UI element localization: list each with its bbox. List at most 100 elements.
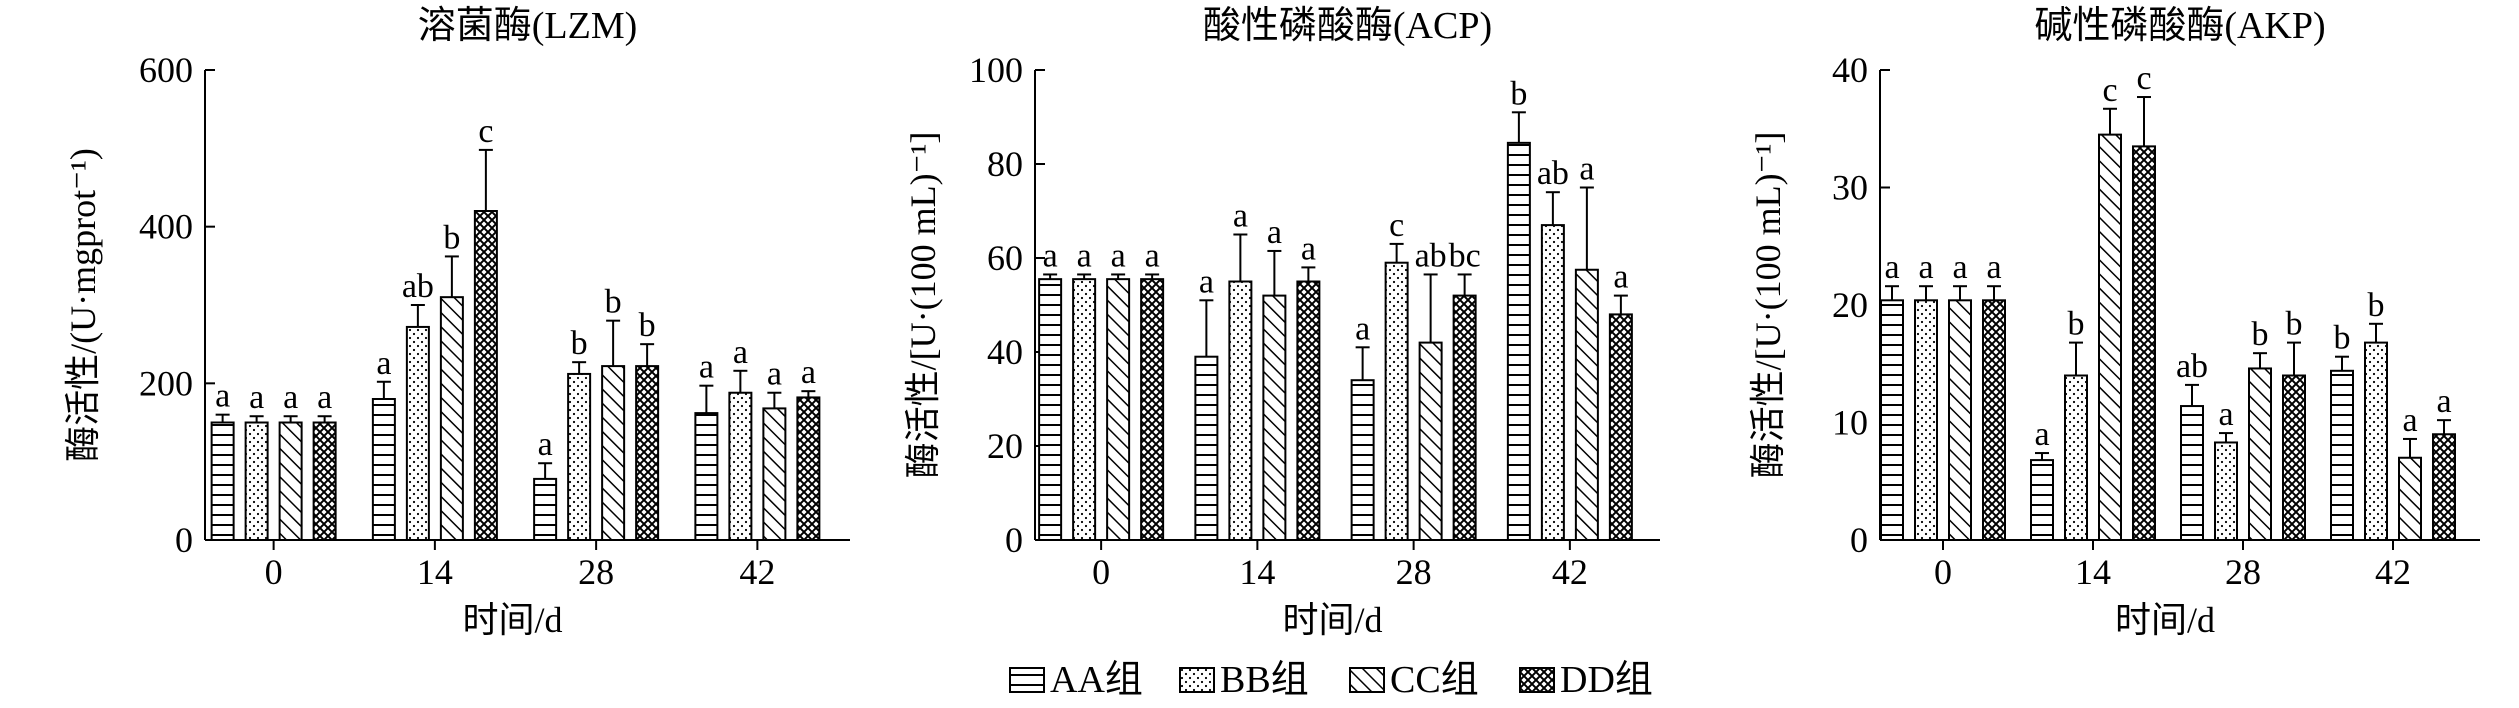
- y-tick-label: 400: [139, 207, 193, 247]
- bar: [2248, 367, 2272, 542]
- significance-label: b: [571, 325, 588, 362]
- x-tick-label: 42: [1552, 552, 1588, 592]
- y-tick-label: 0: [175, 520, 193, 560]
- significance-label: a: [2034, 416, 2049, 453]
- y-tick-label: 0: [1005, 520, 1023, 560]
- y-tick-label: 40: [1832, 50, 1868, 90]
- bar: [635, 365, 660, 541]
- legend-item: AA组: [1009, 659, 1143, 701]
- significance-label: b: [2368, 287, 2385, 324]
- legend-swatch: [1009, 667, 1045, 693]
- x-tick-label: 28: [2225, 552, 2261, 592]
- significance-label: b: [2286, 306, 2303, 343]
- bar: [567, 372, 592, 541]
- significance-label: c: [1389, 207, 1404, 244]
- significance-label: a: [1986, 249, 2001, 286]
- bar: [2398, 456, 2422, 541]
- x-tick-label: 0: [1934, 552, 1952, 592]
- bar: [439, 296, 464, 541]
- chart-title: 碱性磷酸酶(AKP): [2034, 5, 2325, 47]
- significance-label: a: [376, 345, 391, 382]
- x-tick-label: 28: [578, 552, 614, 592]
- significance-label: a: [1077, 237, 1092, 274]
- bar: [1506, 141, 1531, 541]
- significance-label: bc: [1449, 237, 1481, 274]
- bar: [1914, 299, 1938, 541]
- bar: [1072, 278, 1097, 541]
- significance-label: a: [1301, 230, 1316, 267]
- legend-swatch: [1179, 667, 1215, 693]
- bar: [473, 210, 498, 541]
- x-axis-title: 时间/d: [462, 600, 562, 640]
- bar: [1574, 268, 1599, 541]
- bar: [694, 412, 719, 542]
- y-axis-title: 酶活性/[U·(100 mL)⁻¹]: [1748, 132, 1788, 479]
- bar: [2064, 374, 2088, 541]
- bar: [405, 325, 430, 541]
- significance-label: b: [2334, 320, 2351, 357]
- significance-label: a: [1111, 237, 1126, 274]
- bar: [1948, 299, 1972, 541]
- bar: [1452, 294, 1477, 541]
- significance-label: a: [1613, 259, 1628, 296]
- bar: [1228, 280, 1253, 541]
- legend-swatch: [1349, 667, 1385, 693]
- bar: [533, 477, 558, 541]
- y-tick-label: 20: [987, 426, 1023, 466]
- legend-label: BB组: [1220, 659, 1309, 701]
- significance-label: b: [1510, 75, 1527, 112]
- bar: [1880, 299, 1904, 541]
- y-tick-label: 10: [1832, 403, 1868, 443]
- significance-label: a: [1884, 249, 1899, 286]
- y-tick-label: 80: [987, 144, 1023, 184]
- bar: [1418, 341, 1443, 541]
- significance-label: a: [1355, 310, 1370, 347]
- bar: [371, 398, 396, 541]
- significance-label: a: [317, 379, 332, 416]
- significance-label: a: [1043, 237, 1058, 274]
- x-tick-label: 42: [739, 552, 775, 592]
- significance-label: ab: [1415, 237, 1447, 274]
- significance-label: a: [1267, 214, 1282, 251]
- bar: [2132, 145, 2156, 541]
- bar: [2330, 369, 2354, 541]
- bar: [1608, 313, 1633, 541]
- bar: [601, 365, 626, 541]
- x-tick-label: 14: [1239, 552, 1275, 592]
- bar: [1038, 278, 1063, 541]
- bar: [210, 421, 235, 541]
- legend-item: DD组: [1519, 659, 1653, 701]
- significance-label: a: [538, 426, 553, 463]
- bar: [1296, 280, 1321, 541]
- significance-label: b: [443, 219, 460, 256]
- x-tick-label: 14: [2075, 552, 2111, 592]
- bar: [1350, 379, 1375, 542]
- chart-panel-2: 酸性磷酸酶(ACP) 0 20 40 60 80 100 酶活性/[U·(100 mL)⁻¹]…: [903, 5, 1660, 640]
- significance-label: a: [801, 354, 816, 391]
- legend-label: AA组: [1050, 659, 1143, 701]
- significance-label: a: [1199, 263, 1214, 300]
- x-tick-label: 28: [1396, 552, 1432, 592]
- bar: [278, 421, 303, 541]
- bar: [1384, 261, 1409, 541]
- bar: [1540, 224, 1565, 541]
- significance-label: b: [605, 284, 622, 321]
- significance-label: a: [215, 378, 230, 415]
- bar: [1106, 278, 1131, 541]
- significance-label: a: [2402, 402, 2417, 439]
- y-tick-label: 30: [1832, 168, 1868, 208]
- bar: [2364, 341, 2388, 541]
- significance-label: a: [1918, 249, 1933, 286]
- y-tick-label: 100: [969, 50, 1023, 90]
- significance-label: ab: [402, 268, 434, 305]
- significance-label: c: [2102, 72, 2117, 109]
- bar: [1982, 299, 2006, 541]
- y-tick-label: 40: [987, 332, 1023, 372]
- significance-label: a: [733, 334, 748, 371]
- bar: [1194, 355, 1219, 542]
- bar: [2282, 374, 2306, 541]
- bar: [2214, 441, 2238, 542]
- significance-label: a: [1952, 249, 1967, 286]
- significance-label: b: [2068, 306, 2085, 343]
